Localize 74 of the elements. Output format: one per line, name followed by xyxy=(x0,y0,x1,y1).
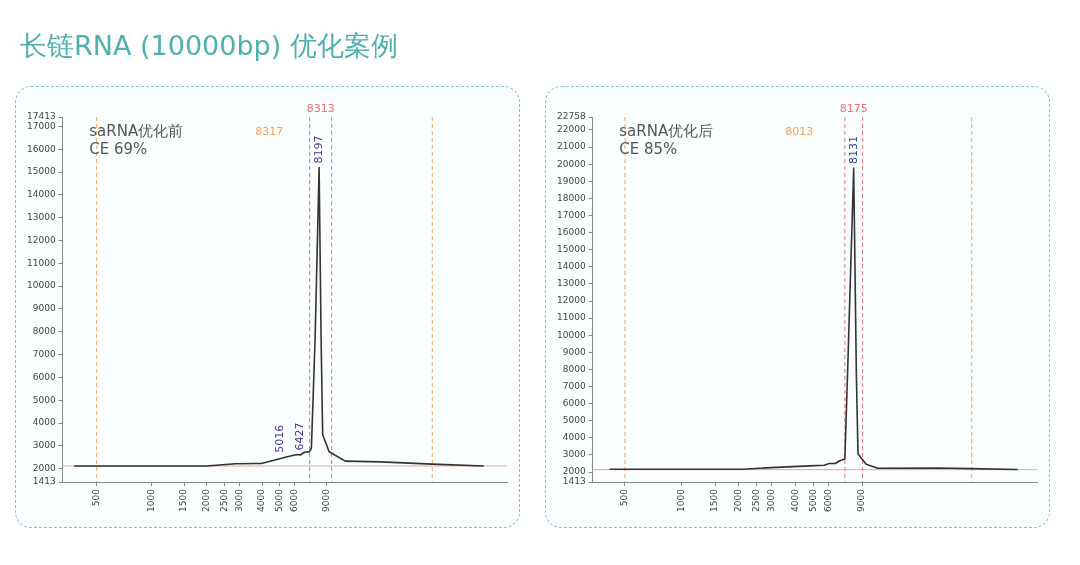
y-tick-label: 4000 xyxy=(32,417,56,428)
y-tick-label: 11000 xyxy=(556,312,586,323)
y-tick-label: 13000 xyxy=(26,212,56,223)
annotation: CE 69% xyxy=(89,140,148,159)
y-tick-label: 14000 xyxy=(556,261,586,272)
x-tick-label: 5000 xyxy=(808,488,819,512)
y-tick-label: 17413 xyxy=(26,111,56,122)
annotation: 5016 xyxy=(272,424,286,453)
chart-title: 长链RNA (10000bp) 优化案例 xyxy=(19,29,399,63)
y-tick-label: 22000 xyxy=(556,124,586,135)
y-tick-label: 8000 xyxy=(32,326,56,337)
x-tick-label: 500 xyxy=(619,488,630,507)
y-tick-label: 11000 xyxy=(26,257,56,268)
y-tick-label: 16000 xyxy=(556,226,586,237)
y-tick-label: 17000 xyxy=(26,120,56,131)
annotation: 6427 xyxy=(292,422,306,451)
y-tick-label: 15000 xyxy=(556,244,586,255)
x-tick-label: 6000 xyxy=(288,488,299,512)
x-tick-label: 4000 xyxy=(789,488,800,512)
y-tick-label: 15000 xyxy=(26,166,56,177)
y-tick-label: 12000 xyxy=(26,234,56,245)
x-tick-label: 2000 xyxy=(201,488,212,512)
y-tick-label: 4000 xyxy=(562,432,586,443)
y-tick-label: 8000 xyxy=(562,363,586,374)
y-tick-label: 3000 xyxy=(32,440,56,451)
text: 8313 xyxy=(306,102,335,116)
y-tick-label: 9000 xyxy=(562,346,586,357)
annotation: saRNA优化前 xyxy=(89,122,184,141)
x-tick-label: 2500 xyxy=(219,488,230,512)
x-tick-label: 6000 xyxy=(823,488,834,512)
y-tick-label: 3000 xyxy=(562,449,586,460)
y-tick-label: 1413 xyxy=(32,476,56,487)
annotation: 8013 xyxy=(785,125,814,139)
x-tick-label: 500 xyxy=(90,488,101,507)
y-tick-label: 9000 xyxy=(32,303,56,314)
y-tick-label: 1413 xyxy=(562,476,586,487)
y-tick-label: 10000 xyxy=(556,329,586,340)
annotation: 8197 xyxy=(311,135,325,164)
x-tick-label: 3000 xyxy=(233,488,244,512)
y-tick-label: 16000 xyxy=(26,143,56,154)
y-tick-label: 21000 xyxy=(556,141,586,152)
x-tick-label: 1500 xyxy=(178,488,189,512)
x-tick-label: 1000 xyxy=(676,488,687,512)
x-tick-label: 3000 xyxy=(766,488,777,512)
y-tick-label: 5000 xyxy=(562,415,586,426)
y-tick-label: 5000 xyxy=(32,394,56,405)
y-tick-label: 20000 xyxy=(556,158,586,169)
y-tick-label: 18000 xyxy=(556,192,586,203)
y-tick-label: 14000 xyxy=(26,189,56,200)
text: 8175 xyxy=(839,102,868,116)
annotation: 8131 xyxy=(846,136,860,165)
y-tick-label: 7000 xyxy=(32,348,56,359)
x-tick-label: 1500 xyxy=(709,488,720,512)
y-tick-label: 7000 xyxy=(562,380,586,391)
x-tick-label: 5000 xyxy=(274,488,285,512)
y-tick-label: 2000 xyxy=(562,466,586,477)
x-tick-label: 9000 xyxy=(320,488,331,512)
annotation: 8317 xyxy=(255,125,284,139)
x-tick-label: 2500 xyxy=(751,488,762,512)
x-tick-label: 1000 xyxy=(146,488,157,512)
y-tick-label: 22758 xyxy=(556,111,586,122)
y-tick-label: 6000 xyxy=(32,371,56,382)
x-tick-label: 2000 xyxy=(733,488,744,512)
x-tick-label: 9000 xyxy=(856,488,867,512)
x-tick-label: 4000 xyxy=(256,488,267,512)
annotation: CE 85% xyxy=(619,140,678,159)
annotation: saRNA优化后 xyxy=(619,122,714,141)
y-tick-label: 2000 xyxy=(32,463,56,474)
y-tick-label: 6000 xyxy=(562,397,586,408)
y-tick-label: 10000 xyxy=(26,280,56,291)
y-tick-label: 13000 xyxy=(556,278,586,289)
y-tick-label: 17000 xyxy=(556,209,586,220)
y-tick-label: 12000 xyxy=(556,295,586,306)
y-tick-label: 19000 xyxy=(556,175,586,186)
